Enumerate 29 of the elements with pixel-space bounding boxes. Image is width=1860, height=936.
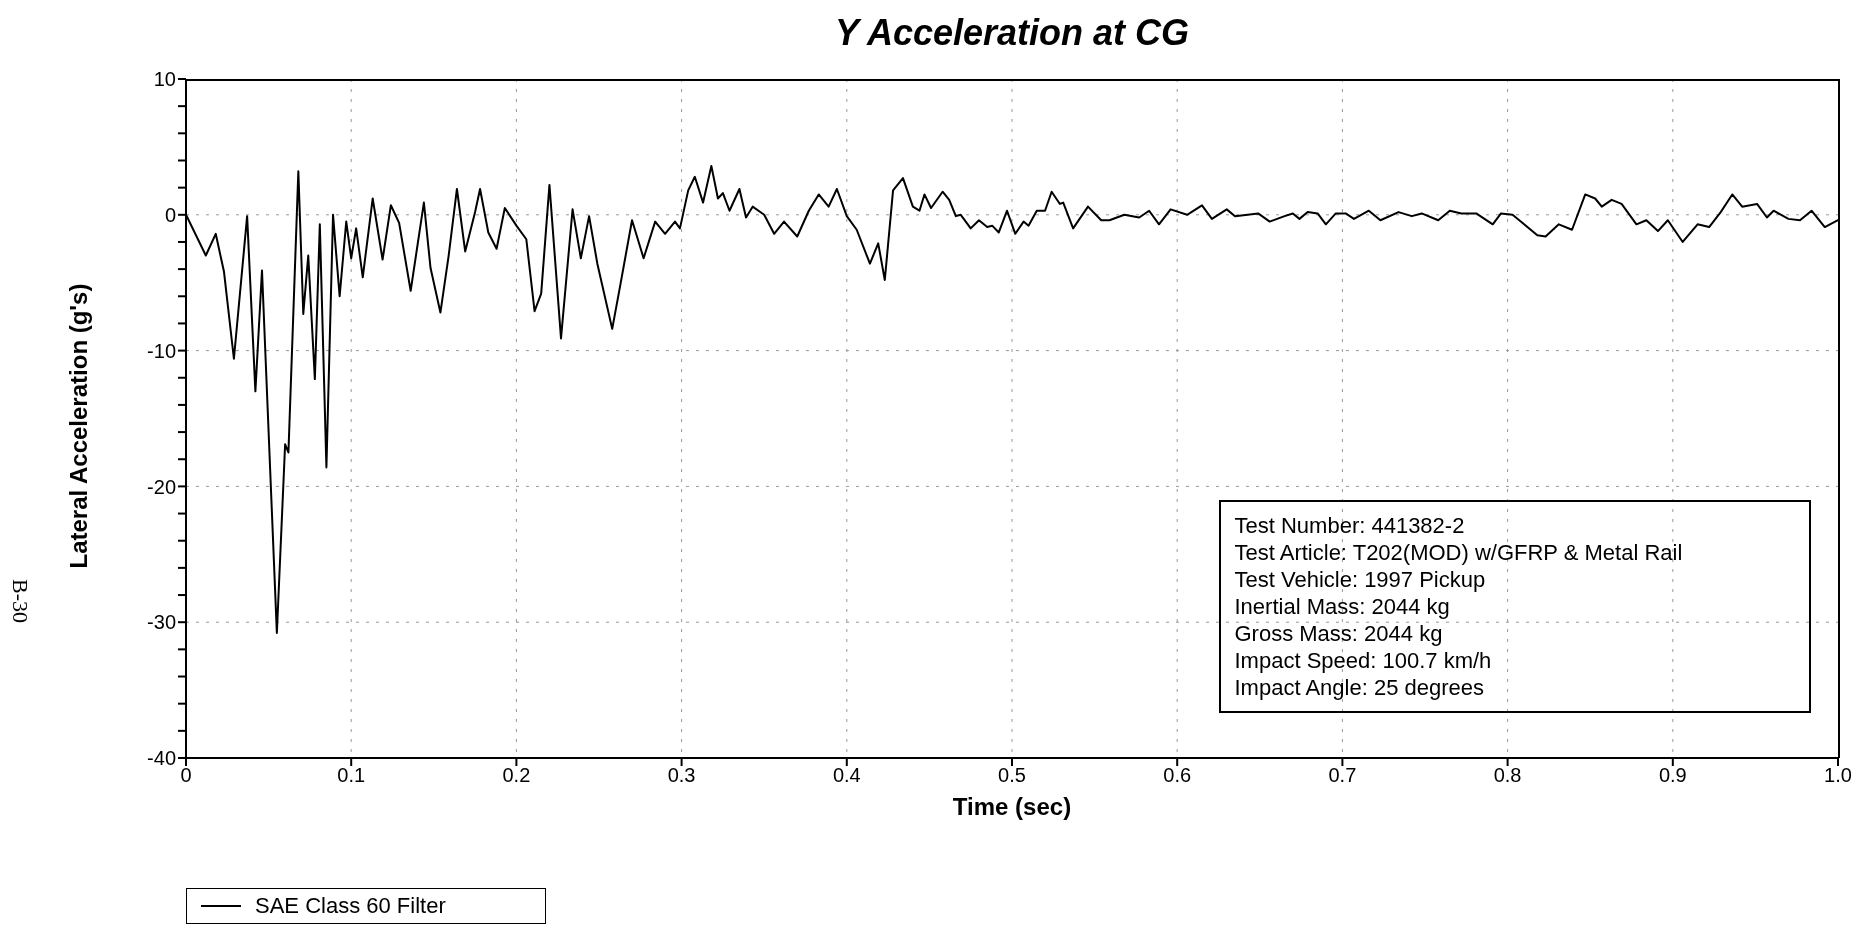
y-tick-label: -10 bbox=[147, 339, 176, 362]
annotation: Gross Mass: 2044 kg bbox=[1234, 619, 1444, 647]
x-axis-title: Time (sec) bbox=[952, 793, 1072, 821]
x-tick-label: 0 bbox=[180, 764, 192, 787]
y-tick-label: -30 bbox=[147, 611, 176, 634]
chart-title: Y Acceleration at CG bbox=[833, 12, 1191, 54]
x-tick-label: 0.2 bbox=[502, 764, 531, 787]
legend-label: SAE Class 60 Filter bbox=[255, 893, 446, 919]
text: B-30 bbox=[7, 579, 33, 623]
y-tick-label: 0 bbox=[164, 203, 176, 226]
x-tick-label: 0.5 bbox=[998, 764, 1026, 787]
y-tick-label: -20 bbox=[147, 475, 176, 498]
x-tick-label: 0.8 bbox=[1493, 764, 1522, 787]
x-tick-label: 0.6 bbox=[1163, 764, 1192, 787]
x-tick-label: 0.7 bbox=[1328, 764, 1357, 787]
annotation: Test Number: 441382-2 bbox=[1234, 511, 1466, 539]
y-tick-label: 10 bbox=[153, 68, 176, 91]
annotation: Impact Speed: 100.7 km/h bbox=[1234, 646, 1493, 674]
y-tick-label: -40 bbox=[147, 747, 176, 770]
x-tick-label: 0.1 bbox=[337, 764, 366, 787]
x-tick-label: 0.4 bbox=[832, 764, 861, 787]
x-tick-label: 1.0 bbox=[1824, 764, 1852, 787]
y-axis-title: Lateral Acceleration (g's) bbox=[64, 283, 92, 569]
x-tick-label: 0.3 bbox=[667, 764, 696, 787]
x-tick-label: 0.9 bbox=[1658, 764, 1687, 787]
annotation: Test Article: T202(MOD) w/GFRP & Metal Rail bbox=[1234, 538, 1684, 566]
annotation: Inertial Mass: 2044 kg bbox=[1234, 592, 1451, 620]
annotation: Impact Angle: 25 degrees bbox=[1234, 673, 1485, 701]
annotation: Test Vehicle: 1997 Pickup bbox=[1234, 565, 1487, 593]
